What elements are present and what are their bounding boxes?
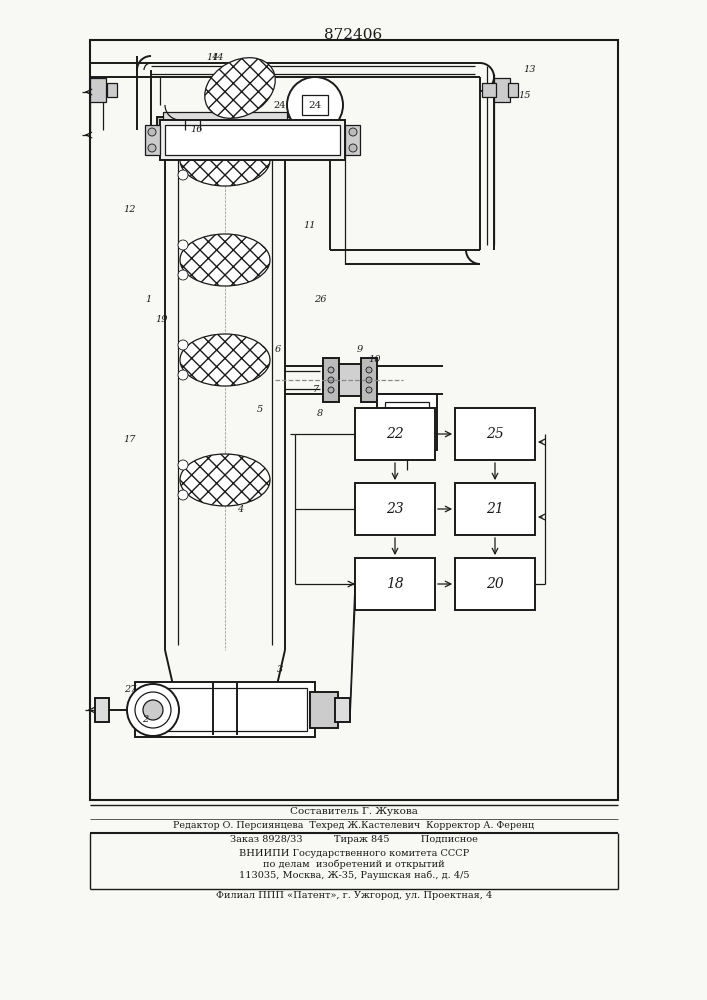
Text: 24: 24 [274,101,286,109]
Bar [143,688,307,731]
Text: 14: 14 [212,53,224,62]
Circle shape [328,367,334,373]
Circle shape [178,460,188,470]
Circle shape [143,700,163,720]
Text: 8: 8 [317,408,323,418]
Circle shape [127,684,179,736]
Text: 11: 11 [304,221,316,230]
Text: 12: 12 [124,206,136,215]
Text: 17: 17 [124,436,136,444]
Bar [95,698,109,722]
Text: 1: 1 [145,296,151,304]
Bar [339,364,361,396]
Circle shape [178,340,188,350]
Bar [355,558,435,610]
Text: 6: 6 [275,346,281,355]
Bar [90,40,618,800]
Bar [385,402,429,442]
Ellipse shape [180,334,270,386]
Circle shape [135,692,171,728]
Bar [335,698,350,722]
Text: 22: 22 [386,427,404,441]
Text: 16: 16 [191,125,203,134]
Text: 9: 9 [357,346,363,355]
Text: Заказ 8928/33          Тираж 845          Подписное: Заказ 8928/33 Тираж 845 Подписное [230,836,478,844]
Bar [157,117,293,135]
Ellipse shape [180,234,270,286]
Bar [355,483,435,535]
Bar [310,692,338,728]
Circle shape [349,128,357,136]
Text: 27: 27 [124,686,136,694]
Text: 113035, Москва, Ж-35, Раушская наб., д. 4/5: 113035, Москва, Ж-35, Раушская наб., д. … [239,870,469,880]
Text: 3: 3 [277,666,283,674]
Bar [163,112,287,120]
Circle shape [148,128,156,136]
Text: 21: 21 [486,502,504,516]
Text: ВНИИПИ Государственного комитета СССР: ВНИИПИ Государственного комитета СССР [239,848,469,857]
Circle shape [287,77,343,133]
Circle shape [178,270,188,280]
Circle shape [178,370,188,380]
Text: 20: 20 [486,577,504,591]
Text: 872406: 872406 [324,28,382,42]
Text: 4: 4 [237,506,243,514]
Circle shape [178,490,188,500]
Circle shape [178,140,188,150]
Circle shape [328,387,334,393]
Text: 26: 26 [314,296,326,304]
Circle shape [349,144,357,152]
Text: 2: 2 [142,716,148,724]
Ellipse shape [205,58,275,118]
Bar [361,358,377,402]
Text: 18: 18 [386,577,404,591]
Bar [135,682,315,737]
Text: 15: 15 [519,91,531,100]
Text: 24: 24 [308,101,322,109]
Bar [377,394,437,450]
Text: Филиал ППП «Патент», г. Ужгород, ул. Проектная, 4: Филиал ППП «Патент», г. Ужгород, ул. Про… [216,890,492,900]
Text: 19: 19 [156,316,168,324]
Bar [145,125,160,155]
Bar [177,723,273,735]
Text: по делам  изобретений и открытий: по делам изобретений и открытий [263,859,445,869]
Bar [494,78,510,102]
Bar [482,83,496,97]
Bar [455,558,535,610]
Bar [160,120,345,160]
Ellipse shape [180,134,270,186]
Bar [302,95,328,115]
Circle shape [366,367,372,373]
Bar [508,83,518,97]
Text: 23: 23 [386,502,404,516]
Text: Составитель Г. Жукова: Составитель Г. Жукова [290,808,418,816]
Text: 5: 5 [257,406,263,414]
Bar [355,408,435,460]
Text: 10: 10 [369,356,381,364]
Bar [455,483,535,535]
Circle shape [178,170,188,180]
Bar [107,83,117,97]
Bar [165,710,285,725]
Text: 14: 14 [206,53,219,62]
Bar [323,358,339,402]
Circle shape [366,387,372,393]
Bar [455,408,535,460]
Bar [165,125,340,155]
Circle shape [366,377,372,383]
Circle shape [178,240,188,250]
Ellipse shape [180,454,270,506]
Text: Редактор О. Персиянцева  Техред Ж.Кастелевич  Корректор А. Ференц: Редактор О. Персиянцева Техред Ж.Кастеле… [173,822,534,830]
Circle shape [148,144,156,152]
Bar [345,125,360,155]
Bar [90,78,106,102]
Text: 13: 13 [524,66,536,75]
Text: 7: 7 [313,385,319,394]
Text: 25: 25 [486,427,504,441]
Circle shape [328,377,334,383]
